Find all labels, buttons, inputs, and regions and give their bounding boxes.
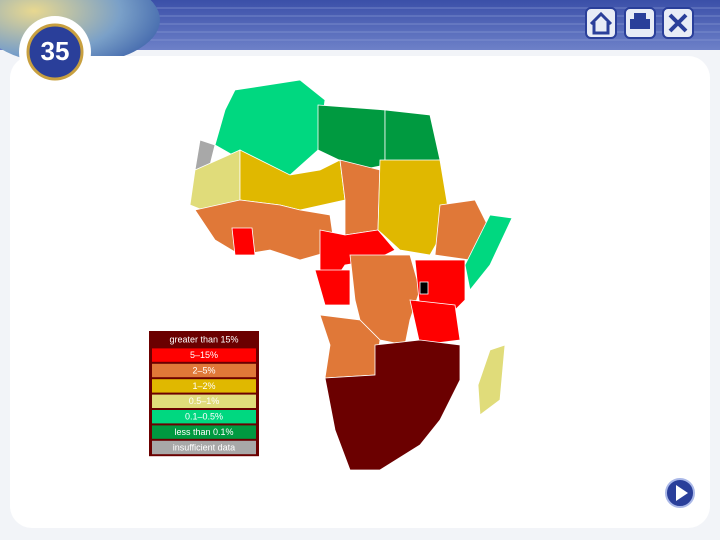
map-region: [477, 344, 506, 416]
slide-number: 35: [41, 36, 70, 66]
print-button[interactable]: [624, 7, 656, 39]
close-button[interactable]: [662, 7, 694, 39]
legend-swatch: [152, 410, 256, 424]
map-region: [339, 159, 381, 236]
legend-swatch: [152, 394, 256, 408]
legend-swatch: [152, 379, 256, 393]
next-button[interactable]: [665, 478, 695, 508]
map-region: [419, 281, 429, 295]
africa-map: [189, 79, 513, 471]
legend-label: 1–2%: [192, 381, 215, 391]
legend-swatch: [152, 440, 256, 455]
slide-number-badge: [26, 23, 84, 81]
legend-swatch: [152, 363, 256, 378]
legend-label: 0.1–0.5%: [185, 412, 223, 422]
home-button[interactable]: [585, 7, 617, 39]
map-region: [317, 104, 386, 171]
legend-label: 2–5%: [192, 365, 215, 375]
legend-label: greater than 15%: [169, 335, 238, 345]
map-region: [409, 299, 461, 346]
map-region: [464, 214, 513, 291]
map-region: [324, 339, 461, 471]
legend-swatch: [152, 348, 256, 362]
legend-label: less than 0.1%: [174, 427, 233, 437]
legend-label: 0.5–1%: [189, 396, 220, 406]
legend-label: 5–15%: [190, 350, 218, 360]
legend-label: insufficient data: [173, 442, 235, 452]
legend: greater than 15% 5–15% 2–5% 1–2% 0.5–1% 0.1–0…: [149, 331, 259, 457]
legend-swatch: [152, 425, 256, 439]
map-region: [314, 269, 351, 306]
legend-swatch: [152, 333, 256, 347]
map-region: [231, 227, 256, 256]
